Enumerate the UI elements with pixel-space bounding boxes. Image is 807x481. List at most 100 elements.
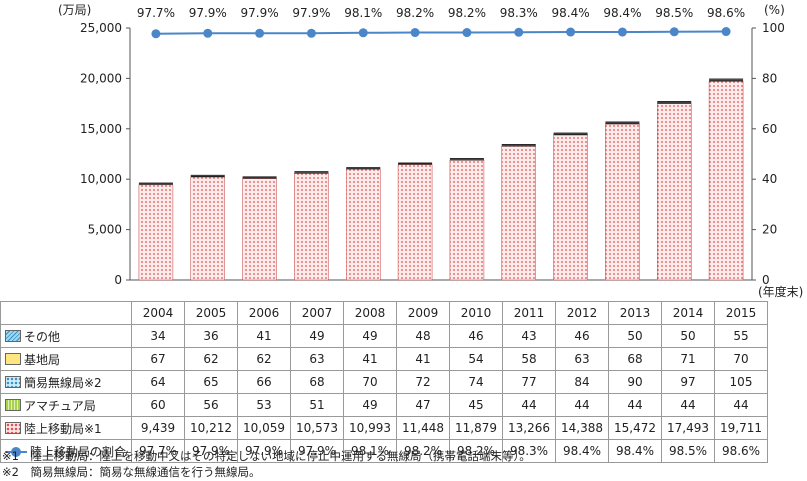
y2-tick-label: 60: [762, 122, 777, 136]
bar-陸上移動局※1-2015: [708, 81, 744, 281]
left-unit-label: (万局): [58, 3, 91, 17]
x-tick-label: 2004: [131, 301, 185, 325]
bar-アマチュア局-2007: [294, 172, 329, 174]
data-label-その他-2004: 34: [131, 324, 185, 348]
bar-簡易無線局※2-2015: [709, 79, 744, 81]
data-label-簡易無線局※2-2012: 84: [555, 370, 609, 394]
y2-tick-label: 20: [762, 223, 777, 237]
x-tick-label: 2012: [555, 301, 609, 325]
data-label-陸上移動局※1-2005: 10,212: [184, 416, 238, 440]
data-label-基地局-2006: 62: [237, 347, 291, 371]
y-tick-label: 10,000: [80, 172, 122, 186]
bar-アマチュア局-2005: [190, 176, 225, 178]
data-label-陸上移動局の割合-2004: 97.7%: [131, 439, 185, 463]
data-label-陸上移動局の割合-2014: 98.5%: [661, 439, 715, 463]
data-label-陸上移動局※1-2015: 19,711: [714, 416, 768, 440]
data-label-陸上移動局の割合-2012: 98.4%: [555, 439, 609, 463]
data-label-簡易無線局※2-2014: 97: [661, 370, 715, 394]
bar-陸上移動局※1-2004: [138, 184, 174, 281]
legend-entry: 陸上移動局の割合: [0, 439, 132, 463]
legend-swatch: [5, 421, 21, 434]
data-label-アマチュア局-2005: 56: [184, 393, 238, 417]
data-label-陸上移動局※1-2014: 17,493: [661, 416, 715, 440]
share-line: [155, 30, 727, 35]
data-label-アマチュア局-2015: 44: [714, 393, 768, 417]
y2-tick-label: 40: [762, 172, 777, 186]
data-label-アマチュア局-2012: 44: [555, 393, 609, 417]
data-label-基地局-2005: 62: [184, 347, 238, 371]
data-label-簡易無線局※2-2005: 65: [184, 370, 238, 394]
x-tick-label: 2011: [502, 301, 556, 325]
y2-tick-label: 100: [762, 21, 785, 35]
data-label-基地局-2014: 71: [661, 347, 715, 371]
share-data-label-2005: 97.9%: [189, 6, 227, 20]
legend-swatch: [5, 398, 21, 411]
legend-swatch: [5, 446, 27, 457]
legend-label: 陸上移動局※1: [24, 421, 102, 436]
bar-アマチュア局-2010: [449, 159, 484, 161]
share-point-2011: [514, 27, 524, 37]
data-label-陸上移動局※1-2013: 15,472: [608, 416, 662, 440]
x-tick-label: 2009: [396, 301, 450, 325]
share-data-label-2006: 97.9%: [241, 6, 279, 20]
share-data-label-2012: 98.4%: [552, 6, 590, 20]
legend-label: その他: [24, 329, 61, 344]
data-label-基地局-2015: 70: [714, 347, 768, 371]
share-point-2004: [151, 29, 161, 39]
bar-基地局-2014: [657, 101, 692, 103]
share-data-label-2011: 98.3%: [500, 6, 538, 20]
bar-基地局-2012: [553, 133, 588, 134]
bar-簡易無線局※2-2005: [190, 175, 225, 177]
data-label-その他-2012: 46: [555, 324, 609, 348]
share-point-2014: [669, 27, 679, 37]
bar-簡易無線局※2-2009: [398, 163, 433, 165]
data-label-アマチュア局-2014: 44: [661, 393, 715, 417]
data-label-陸上移動局※1-2009: 11,448: [396, 416, 450, 440]
bar-簡易無線局※2-2010: [449, 159, 484, 160]
x-tick-label: 2007: [290, 301, 344, 325]
data-label-その他-2008: 49: [343, 324, 397, 348]
share-data-label-2008: 98.1%: [344, 6, 382, 20]
legend-entry: 簡易無線局※2: [0, 370, 132, 394]
bar-基地局-2008: [346, 167, 381, 169]
bar-基地局-2007: [294, 171, 329, 173]
data-label-アマチュア局-2011: 44: [502, 393, 556, 417]
bar-基地局-2010: [449, 158, 484, 160]
data-label-陸上移動局※1-2012: 14,388: [555, 416, 609, 440]
bar-基地局-2005: [190, 175, 225, 176]
share-point-2005: [203, 28, 213, 38]
bar-アマチュア局-2008: [346, 168, 381, 170]
share-point-2007: [306, 28, 316, 38]
data-label-その他-2014: 50: [661, 324, 715, 348]
x-tick-label: 2013: [608, 301, 662, 325]
data-label-簡易無線局※2-2004: 64: [131, 370, 185, 394]
bar-アマチュア局-2004: [138, 184, 173, 185]
data-label-基地局-2013: 68: [608, 347, 662, 371]
chart: (万局) (%) (年度末) 0 5,000 10,000 15,000 20,000 2…: [58, 3, 803, 299]
legend-label: アマチュア局: [24, 398, 96, 413]
data-label-陸上移動局の割合-2006: 97.9%: [237, 439, 291, 463]
data-label-陸上移動局※1-2011: 13,266: [502, 416, 556, 440]
data-label-基地局-2004: 67: [131, 347, 185, 371]
legend-label: 陸上移動局の割合: [30, 444, 127, 459]
share-data-label-2015: 98.6%: [707, 6, 745, 20]
bar-アマチュア局-2013: [605, 123, 640, 125]
data-label-陸上移動局の割合-2009: 98.2%: [396, 439, 450, 463]
data-label-その他-2010: 46: [449, 324, 503, 348]
data-label-簡易無線局※2-2006: 66: [237, 370, 291, 394]
y-tick-label: 0: [114, 273, 122, 287]
data-label-基地局-2007: 63: [290, 347, 344, 371]
data-label-陸上移動局※1-2004: 9,439: [131, 416, 185, 440]
share-data-label-2010: 98.2%: [448, 6, 486, 20]
x-tick-label: 2015: [714, 301, 768, 325]
legend-swatch: [5, 352, 21, 365]
data-label-陸上移動局の割合-2007: 97.9%: [290, 439, 344, 463]
bar-その他-2014: [657, 101, 692, 102]
table-row: 簡易無線局※2 64 65 66 68 70 72 74 77 84 90 97 105: [0, 370, 768, 394]
data-label-陸上移動局の割合-2008: 98.1%: [343, 439, 397, 463]
data-label-アマチュア局-2010: 45: [449, 393, 503, 417]
bar-その他-2005: [190, 174, 225, 176]
data-label-陸上移動局※1-2010: 11,879: [449, 416, 503, 440]
data-label-簡易無線局※2-2008: 70: [343, 370, 397, 394]
data-label-陸上移動局の割合-2013: 98.4%: [608, 439, 662, 463]
